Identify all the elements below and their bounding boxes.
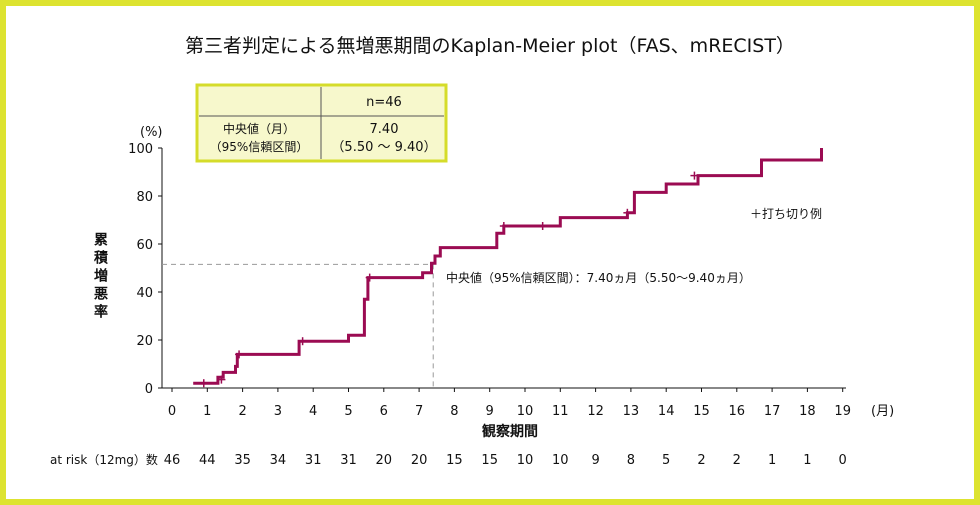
x-tick-label: 13	[623, 404, 640, 419]
censor-mark	[538, 222, 547, 230]
x-tick-label: 2	[238, 404, 246, 419]
censor-mark	[690, 171, 699, 180]
at-risk-value: 5	[662, 453, 670, 468]
median-annotation: 中央値（95%信頼区間）：7.40ヵ月（5.50〜9.40ヵ月）	[446, 270, 751, 285]
at-risk-value: 10	[517, 453, 534, 468]
censor-mark	[298, 337, 307, 346]
info-row-label-1: 中央値（月）	[223, 121, 295, 136]
censor-mark	[199, 379, 208, 388]
censor-mark	[235, 350, 244, 359]
x-tick-label: 19	[834, 404, 851, 419]
x-tick-label: 12	[587, 404, 604, 419]
x-axis-label: 観察期間	[482, 423, 538, 440]
y-tick-label: 60	[136, 238, 153, 253]
info-row-label-2: （95%信頼区間）	[210, 140, 309, 154]
x-tick-label: 16	[729, 404, 746, 419]
x-tick-label: 4	[309, 404, 317, 419]
at-risk-value: 31	[305, 453, 322, 468]
x-tick-label: 6	[380, 404, 388, 419]
info-value-2: （5.50 ～ 9.40）	[331, 140, 436, 155]
censor-legend: ＋打ち切り例	[750, 207, 822, 221]
at-risk-value: 20	[376, 453, 393, 468]
at-risk-value: 2	[697, 453, 705, 468]
median-guides	[162, 263, 434, 388]
x-tick-label: 5	[344, 404, 352, 419]
at-risk-value: 20	[411, 453, 428, 468]
km-curve	[193, 148, 823, 385]
at-risk-value: 31	[340, 453, 357, 468]
at-risk-value: 46	[164, 453, 181, 468]
x-tick-label: 14	[658, 404, 675, 419]
x-tick-label: 7	[415, 404, 423, 419]
y-axis-label: 累積増悪率	[92, 232, 109, 322]
y-tick-label: 40	[136, 286, 153, 301]
x-tick-label: 11	[552, 404, 569, 419]
y-tick-label: 100	[128, 142, 153, 157]
x-tick-label: 3	[274, 404, 282, 419]
at-risk-value: 9	[591, 453, 599, 468]
y-tick-label: 0	[145, 382, 153, 397]
info-value-1: 7.40	[370, 122, 399, 137]
y-unit: (%)	[140, 125, 163, 140]
y-tick-label: 20	[136, 334, 153, 349]
x-tick-label: 9	[486, 404, 494, 419]
at-risk-value: 1	[768, 453, 776, 468]
censor-mark	[623, 208, 632, 217]
y-tick-label: 80	[136, 190, 153, 205]
x-ticks: 0 1 2 3 4 5 6 7 8 9 10 11 12 13 14 15 16 17 18 19	[168, 388, 851, 419]
censor-mark	[365, 273, 374, 282]
chart-title: 第三者判定による無増悪期間のKaplan-Meier plot（FAS、mREC…	[185, 35, 795, 57]
at-risk-value: 1	[803, 453, 811, 468]
y-ticks: 0 20 40 60 80 100	[128, 142, 162, 397]
censor-mark	[499, 222, 508, 230]
at-risk-value: 10	[552, 453, 569, 468]
info-n: n=46	[366, 95, 402, 110]
at-risk-value: 8	[627, 453, 635, 468]
censor-marks	[199, 171, 699, 388]
at-risk-value: 35	[234, 453, 251, 468]
x-tick-label: 10	[517, 404, 534, 419]
at-risk-label: at risk（12mg）数	[50, 452, 158, 467]
x-tick-label: 8	[450, 404, 458, 419]
at-risk-value: 0	[839, 453, 847, 468]
x-tick-label: 0	[168, 404, 176, 419]
x-tick-label: 1	[203, 404, 211, 419]
x-tick-label: 17	[764, 404, 781, 419]
at-risk-values: 46 44 35 34 31 31 20 20 15 15 10 10 9 8 5 2 2 1 1 0	[164, 453, 847, 468]
x-tick-label: 18	[799, 404, 816, 419]
censor-mark	[217, 375, 226, 384]
info-box: n=46 中央値（月） （95%信頼区間） 7.40 （5.50 ～ 9.40）	[195, 83, 448, 163]
x-unit: (月)	[871, 404, 894, 419]
x-tick-label: 15	[693, 404, 710, 419]
at-risk-value: 2	[733, 453, 741, 468]
at-risk-value: 44	[199, 453, 216, 468]
at-risk-value: 15	[446, 453, 463, 468]
at-risk-value: 34	[270, 453, 287, 468]
at-risk-value: 15	[481, 453, 498, 468]
